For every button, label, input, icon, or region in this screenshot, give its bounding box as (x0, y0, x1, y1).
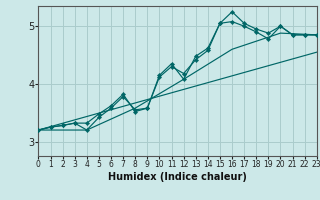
X-axis label: Humidex (Indice chaleur): Humidex (Indice chaleur) (108, 172, 247, 182)
